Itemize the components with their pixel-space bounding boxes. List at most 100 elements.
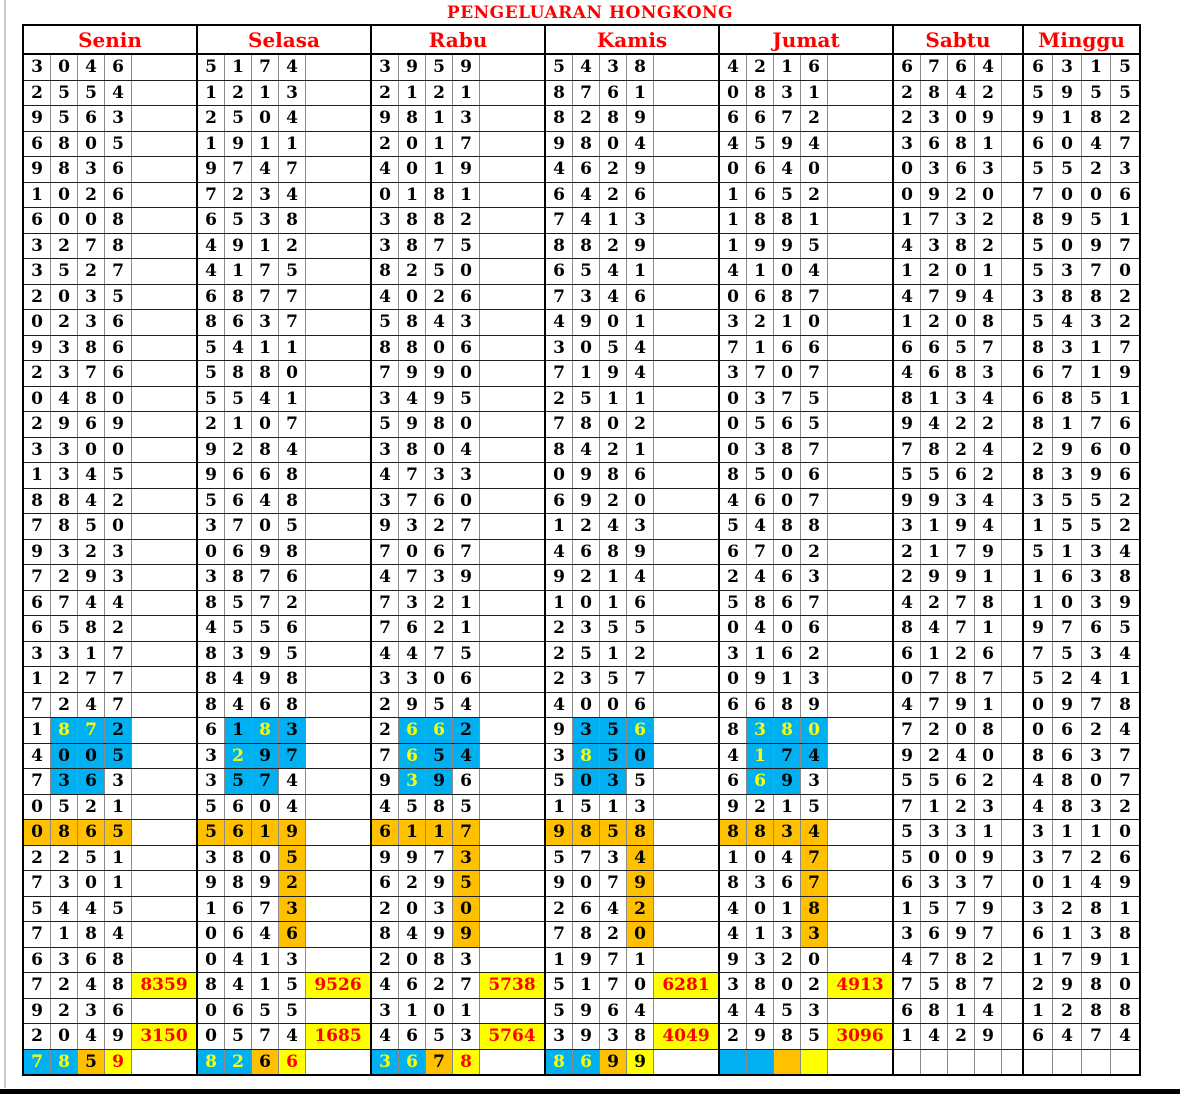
spacer-cell <box>1001 972 1024 999</box>
digit-cell: 8 <box>1110 691 1141 718</box>
digit-cell: 6 <box>718 691 747 718</box>
digit-cell: 9 <box>773 130 801 157</box>
digit-cell: 8 <box>224 283 252 310</box>
digit-cell: 4 <box>398 385 426 412</box>
digit-cell: 2 <box>947 436 975 463</box>
digit-cell: 9 <box>626 105 654 132</box>
digit-cell: 2 <box>626 895 654 922</box>
digit-cell: 1 <box>1022 564 1053 591</box>
digit-cell: 8 <box>1022 411 1053 438</box>
special-cell <box>479 513 546 540</box>
digit-cell: 3 <box>746 870 774 897</box>
digit-cell: 1 <box>1022 946 1053 973</box>
digit-cell: 3 <box>746 946 774 973</box>
special-cell <box>653 895 720 922</box>
digit-cell: 2 <box>77 793 105 820</box>
digit-cell: 6 <box>104 360 132 387</box>
digit-cell: 7 <box>251 258 279 285</box>
digit-cell: 2 <box>370 895 399 922</box>
digit-cell: 2 <box>572 564 600 591</box>
spacer-cell <box>1001 207 1024 234</box>
digit-cell: 9 <box>947 564 975 591</box>
digit-cell: 1 <box>452 615 480 642</box>
special-cell <box>305 819 372 846</box>
digit-cell: 8 <box>251 360 279 387</box>
digit-cell: 4 <box>370 462 399 489</box>
digit-cell: 6 <box>746 691 774 718</box>
digit-cell: 2 <box>425 79 453 106</box>
digit-cell: 4 <box>251 921 279 948</box>
digit-cell: 9 <box>22 105 51 132</box>
digit-cell: 2 <box>947 793 975 820</box>
digit-cell: 2 <box>1110 487 1141 514</box>
digit-cell: 8 <box>196 640 225 667</box>
digit-cell: 0 <box>773 487 801 514</box>
digit-cell: 1 <box>974 819 1002 846</box>
digit-cell: 0 <box>773 972 801 999</box>
special-cell <box>131 921 198 948</box>
digit-cell: 7 <box>1081 411 1111 438</box>
digit-cell: 0 <box>773 462 801 489</box>
digit-cell: 5 <box>425 53 453 81</box>
digit-cell: 6 <box>626 717 654 744</box>
digit-cell: 5 <box>1081 513 1111 540</box>
digit-cell: 2 <box>572 105 600 132</box>
digit-cell: 8 <box>626 819 654 846</box>
special-cell <box>827 360 894 387</box>
digit-cell: 8 <box>22 487 51 514</box>
digit-cell: 4 <box>104 589 132 616</box>
digit-cell: 7 <box>1052 844 1082 871</box>
digit-cell: 2 <box>572 513 600 540</box>
digit-cell: 2 <box>920 309 948 336</box>
special-cell <box>653 360 720 387</box>
digit-cell: 3 <box>370 53 399 81</box>
special-cell <box>653 156 720 183</box>
digit-cell: 3 <box>196 513 225 540</box>
digit-cell: 3 <box>920 232 948 259</box>
digit-cell: 0 <box>718 666 747 693</box>
digit-cell: 4 <box>104 79 132 106</box>
digit-cell: 1 <box>718 207 747 234</box>
digit-cell: 8 <box>224 360 252 387</box>
digit-cell: 7 <box>974 921 1002 948</box>
digit-cell <box>718 1048 747 1076</box>
special-cell <box>305 793 372 820</box>
digit-cell: 3 <box>1052 53 1082 81</box>
digit-cell: 2 <box>370 717 399 744</box>
digit-cell: 7 <box>398 462 426 489</box>
digit-cell: 6 <box>224 819 252 846</box>
digit-cell: 2 <box>452 717 480 744</box>
digit-cell: 9 <box>544 819 573 846</box>
special-cell <box>305 232 372 259</box>
special-cell <box>305 1048 372 1076</box>
digit-cell: 1 <box>196 895 225 922</box>
spacer-cell <box>1001 742 1024 769</box>
digit-cell: 8 <box>974 717 1002 744</box>
digit-cell: 1 <box>892 1023 921 1050</box>
digit-cell: 8 <box>572 130 600 157</box>
digit-cell: 9 <box>974 105 1002 132</box>
digit-cell: 2 <box>425 283 453 310</box>
digit-cell: 2 <box>1110 513 1141 540</box>
digit-cell: 5 <box>278 844 306 871</box>
digit-cell: 3 <box>425 895 453 922</box>
digit-cell: 4 <box>452 436 480 463</box>
digit-cell: 1 <box>251 972 279 999</box>
special-cell <box>305 870 372 897</box>
digit-cell: 4 <box>452 691 480 718</box>
digit-cell: 4 <box>718 895 747 922</box>
digit-cell: 7 <box>1110 232 1141 259</box>
digit-cell: 3 <box>425 462 453 489</box>
special-cell <box>827 870 894 897</box>
digit-cell: 5 <box>425 742 453 769</box>
digit-cell: 0 <box>718 283 747 310</box>
digit-cell: 1 <box>920 513 948 540</box>
digit-cell: 1 <box>892 207 921 234</box>
digit-cell: 4 <box>104 921 132 948</box>
special-cell <box>653 640 720 667</box>
digit-cell: 0 <box>196 1023 225 1050</box>
digit-cell: 4 <box>920 1023 948 1050</box>
digit-cell: 7 <box>22 972 51 999</box>
digit-cell: 5 <box>920 972 948 999</box>
